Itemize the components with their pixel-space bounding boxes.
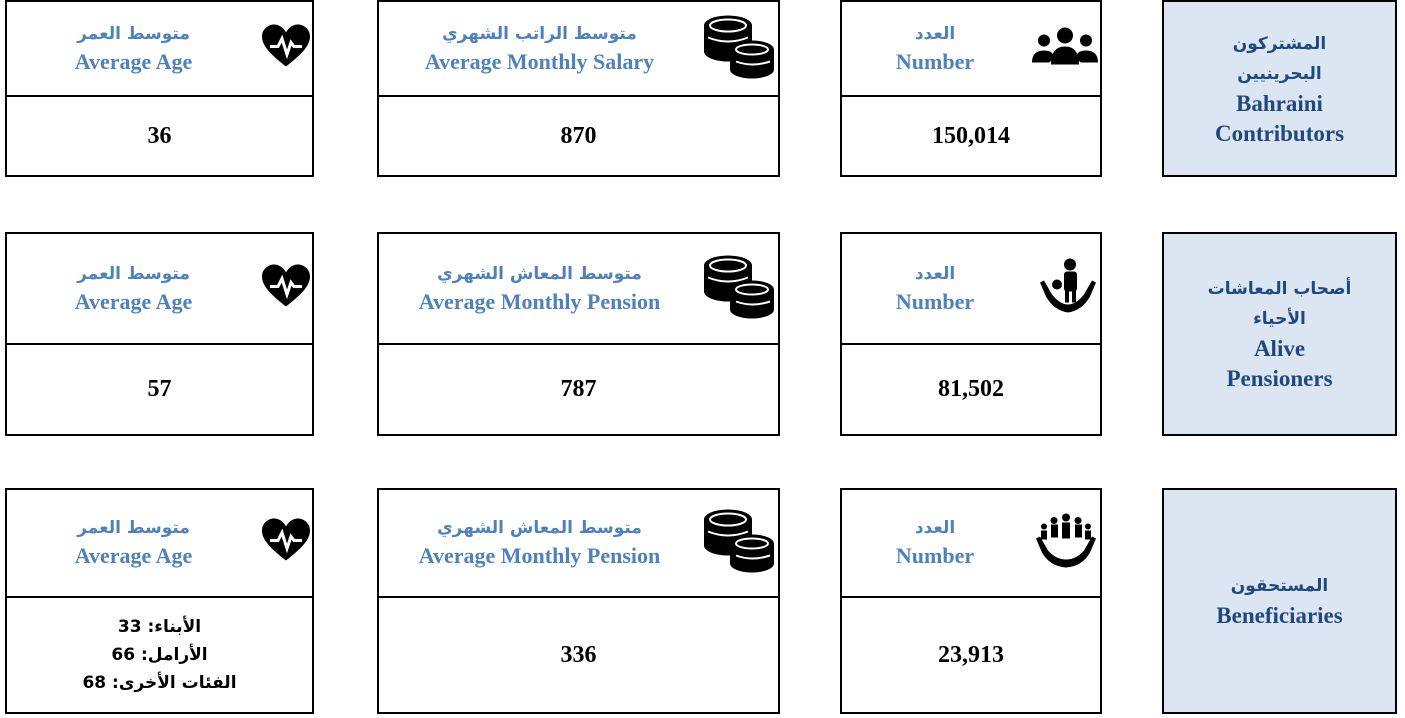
icon: [702, 253, 776, 324]
category-box: المشتركون البحرينيين Bahraini Contributors: [1162, 0, 1397, 177]
header-text: متوسط المعاش الشهري Average Monthly Pensi…: [379, 490, 700, 596]
value-text: 81,502: [938, 376, 1004, 402]
card-header: متوسط العمر Average Age: [7, 2, 312, 97]
stat-card: العدد Number 23,913: [840, 488, 1102, 714]
value-text: 336: [560, 641, 597, 668]
category-arabic: الأحياء: [1253, 309, 1306, 329]
header-arabic: متوسط العمر: [77, 518, 190, 538]
icon-graphic: [1032, 27, 1098, 64]
card-header: متوسط العمر Average Age: [7, 490, 312, 598]
value-text: 787: [560, 376, 597, 402]
header-text: متوسط الراتب الشهري Average Monthly Salar…: [379, 2, 700, 95]
header-english: Average Monthly Pension: [418, 543, 661, 568]
header-english: Average Age: [74, 543, 193, 568]
category-english: Contributors: [1214, 120, 1345, 146]
value-text: 23,913: [938, 641, 1004, 668]
header-arabic: متوسط المعاش الشهري: [437, 263, 642, 284]
card-value: 57: [7, 345, 312, 434]
card-header: متوسط الراتب الشهري Average Monthly Salar…: [379, 2, 778, 97]
header-english: Number: [895, 48, 975, 74]
icon-graphic: [262, 24, 310, 66]
stat-card: متوسط العمر Average Age الأبناء: 33 الأرامل…: [5, 488, 314, 714]
card-value: 150,014: [842, 97, 1100, 175]
header-text: متوسط العمر Average Age: [7, 2, 260, 95]
header-english: Average Monthly Salary: [424, 48, 655, 74]
icon-graphic: [704, 255, 774, 318]
icon-graphic: [1040, 258, 1096, 312]
header-arabic: متوسط العمر: [77, 23, 190, 44]
card-value: 870: [379, 97, 778, 175]
header-text: متوسط العمر Average Age: [7, 490, 260, 596]
card-value: 787: [379, 345, 778, 434]
card-value: 23,913: [842, 598, 1100, 712]
category-box: المستحقون Beneficiaries: [1162, 488, 1397, 714]
header-arabic: متوسط المعاش الشهري: [437, 518, 642, 538]
card-header: العدد Number: [842, 2, 1100, 97]
category-arabic: المشتركون: [1232, 33, 1327, 54]
header-english: Average Age: [74, 48, 193, 74]
category-box: أصحاب المعاشات الأحياء Alive Pensioners: [1162, 232, 1397, 436]
icon-graphic: [262, 264, 310, 306]
icon-graphic: [1036, 513, 1096, 568]
value-line: الفئات الأخرى: 68: [82, 673, 237, 693]
header-text: متوسط العمر Average Age: [7, 234, 260, 343]
stat-card: العدد Number 81,502: [840, 232, 1102, 436]
category-english: Alive: [1253, 336, 1306, 361]
category-arabic: البحرينيين: [1237, 63, 1322, 84]
category-arabic: أصحاب المعاشات: [1207, 279, 1352, 299]
stat-card: متوسط العمر Average Age 36: [5, 0, 314, 177]
stat-card: العدد Number 150,014: [840, 0, 1102, 177]
card-header: متوسط المعاش الشهري Average Monthly Pensi…: [379, 234, 778, 345]
stat-card: متوسط المعاش الشهري Average Monthly Pensi…: [377, 232, 780, 436]
header-english: Number: [895, 288, 975, 314]
value-line: الأرامل: 66: [111, 645, 208, 665]
stat-card: متوسط العمر Average Age 57: [5, 232, 314, 436]
category-arabic: المستحقون: [1230, 576, 1329, 596]
card-header: العدد Number: [842, 234, 1100, 345]
header-arabic: العدد: [914, 518, 956, 538]
icon: [262, 264, 310, 313]
category-english: Beneficiaries: [1216, 603, 1343, 628]
value-text: 150,014: [932, 122, 1010, 149]
card-header: متوسط المعاش الشهري Average Monthly Pensi…: [379, 490, 778, 598]
icon: [262, 518, 310, 568]
value-text: 870: [560, 122, 597, 149]
header-arabic: متوسط العمر: [77, 263, 190, 284]
icon-graphic: [262, 518, 310, 561]
card-value: 336: [379, 598, 778, 712]
header-english: Number: [895, 543, 975, 568]
header-text: متوسط المعاش الشهري Average Monthly Pensi…: [379, 234, 700, 343]
icon-graphic: [704, 509, 774, 573]
card-header: متوسط العمر Average Age: [7, 234, 312, 345]
card-value: الأبناء: 33 الأرامل: 66 الفئات الأخرى: 68: [7, 598, 312, 712]
header-english: Average Monthly Pension: [418, 288, 661, 314]
header-english: Average Age: [74, 288, 193, 314]
category-english: Bahraini: [1236, 90, 1323, 116]
stat-card: متوسط الراتب الشهري Average Monthly Salar…: [377, 0, 780, 177]
header-arabic: العدد: [914, 23, 956, 44]
icon: [702, 13, 776, 84]
header-arabic: العدد: [914, 263, 956, 284]
value-line: الأبناء: 33: [117, 617, 202, 637]
icon: [1032, 26, 1098, 71]
icon: [262, 24, 310, 73]
category-english: Pensioners: [1226, 366, 1333, 391]
icon-graphic: [704, 15, 774, 78]
header-text: العدد Number: [842, 2, 1028, 95]
icon: [1034, 513, 1098, 574]
header-text: العدد Number: [842, 234, 1028, 343]
header-text: العدد Number: [842, 490, 1028, 596]
stat-card: متوسط المعاش الشهري Average Monthly Pensi…: [377, 488, 780, 714]
value-text: 36: [147, 122, 172, 149]
icon: [1038, 256, 1098, 321]
card-header: العدد Number: [842, 490, 1100, 598]
icon: [702, 508, 776, 579]
card-value: 36: [7, 97, 312, 175]
header-arabic: متوسط الراتب الشهري: [442, 23, 637, 44]
card-value: 81,502: [842, 345, 1100, 434]
value-text: 57: [147, 376, 172, 402]
